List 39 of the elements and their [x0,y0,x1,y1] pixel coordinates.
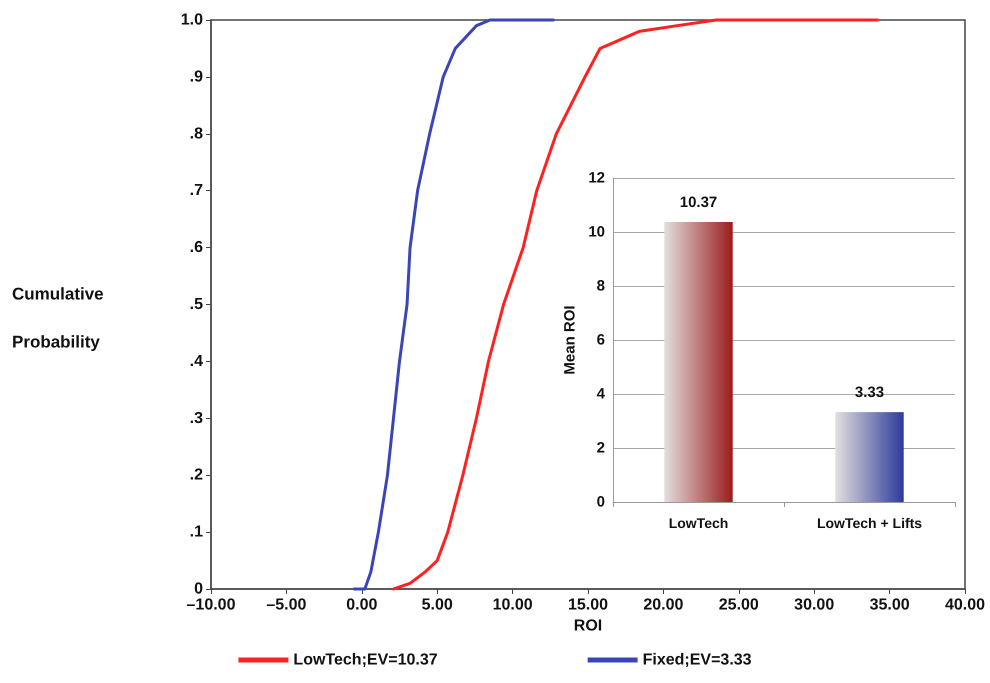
x-tick-label: –10.00 [186,596,236,614]
y-tick-label: 12 [588,170,605,186]
text: Cumulative Probability [12,284,104,352]
x-tick-label: –5.00 [266,596,307,614]
legend-label: Fixed;EV=3.33 [642,652,752,668]
y-tick-label: .8 [190,125,204,142]
y-tick-label: 2 [596,440,605,456]
y-tick-label: 6 [596,332,605,348]
x-tick-label: 10.00 [492,596,533,614]
x-tick-label: 20.00 [643,596,684,614]
y-axis-title: Mean ROI [561,305,578,375]
y-tick-label: 1.0 [180,12,204,28]
x-tick-label: LowTech + Lifts [816,515,922,531]
x-tick-label: 15.00 [568,596,608,614]
x-tick-label: 35.00 [870,596,910,614]
x-axis-title: ROI [574,617,602,634]
data-label: 10.37 [680,194,718,212]
y-tick-label: 8 [596,278,605,294]
y-tick-label: 4 [596,386,606,402]
y-tick-label: 0 [596,494,605,510]
y-tick-label: 0 [194,580,204,598]
legend-label: LowTech;EV=10.37 [293,652,438,668]
x-tick-label: 40.00 [944,596,986,614]
x-tick-label: 25.00 [718,596,759,614]
y-tick-label: .6 [190,239,204,256]
data-label: 3.33 [854,384,884,402]
x-tick-label: 30.00 [794,596,834,614]
y-tick-label: .4 [190,352,204,370]
y-tick-label: .9 [190,68,204,86]
y-tick-label: 10 [588,224,605,240]
y-tick-label: .5 [190,296,204,313]
y-tick-label: .1 [190,524,204,541]
x-tick-label: 0.00 [346,596,378,614]
y-tick-label: .3 [190,410,204,427]
x-tick-label: 5.00 [422,596,453,614]
y-tick-label: .7 [190,182,204,200]
x-tick-label: LowTech [668,515,728,531]
y-tick-label: .2 [190,466,204,484]
line-series [352,18,555,590]
